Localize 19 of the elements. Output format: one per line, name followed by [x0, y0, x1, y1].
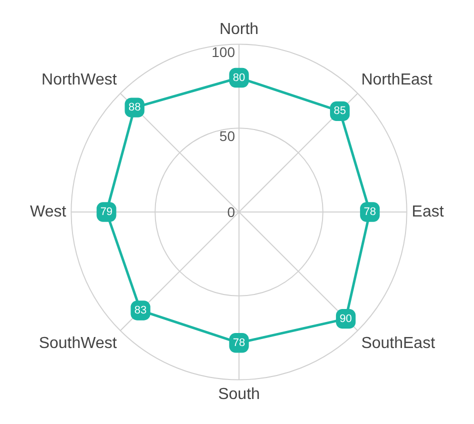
- spoke-label: East: [412, 203, 444, 220]
- spoke-label: South: [218, 386, 260, 403]
- data-label: 85: [334, 105, 346, 118]
- spoke-label: NorthWest: [42, 72, 118, 89]
- data-label: 78: [232, 336, 246, 349]
- spoke-label: NorthEast: [361, 72, 433, 89]
- data-label: 80: [232, 72, 246, 84]
- spoke-label: SouthEast: [361, 335, 436, 352]
- data-label: 90: [340, 312, 352, 325]
- y-tick-label: 100: [212, 44, 236, 60]
- data-label: 78: [364, 206, 376, 218]
- spoke-label: West: [30, 203, 67, 220]
- spoke-label: SouthWest: [38, 335, 118, 352]
- data-label: 79: [100, 206, 113, 218]
- data-label: 83: [134, 304, 147, 317]
- y-tick-label: 50: [219, 128, 236, 144]
- spoke-label: North: [219, 21, 259, 38]
- y-tick-label: 0: [227, 204, 236, 220]
- data-label: 88: [128, 102, 141, 114]
